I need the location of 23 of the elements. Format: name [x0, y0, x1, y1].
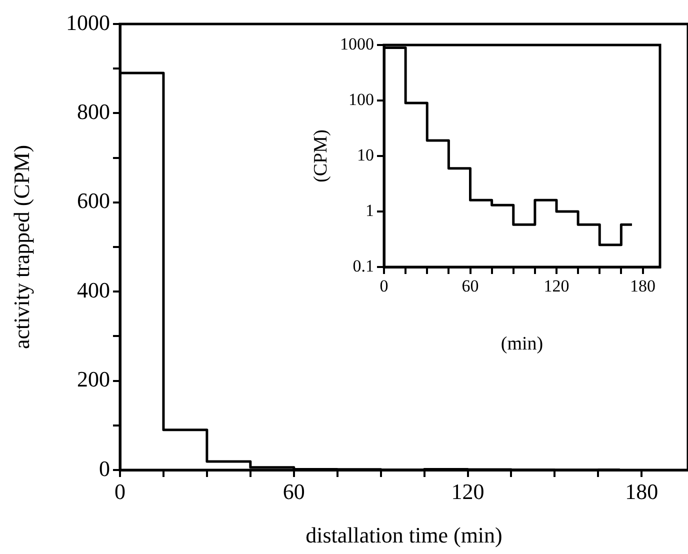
y-tick-label: 100	[348, 90, 374, 109]
x-tick-label: 60	[282, 478, 305, 504]
x-tick-label: 120	[451, 478, 484, 504]
x-tick-label: 180	[625, 478, 658, 504]
y-tick-label: 1	[366, 200, 374, 220]
x-tick-label: 120	[544, 276, 570, 296]
x-tick-label: 180	[630, 276, 656, 296]
x-tick-label: 0	[380, 276, 388, 296]
y-tick-label: 800	[77, 98, 110, 124]
x-tick-label: 60	[462, 276, 479, 296]
y-tick-label: 1000	[340, 34, 374, 54]
y-tick-label: 0.1	[352, 256, 374, 276]
x-axis-title: (min)	[500, 334, 544, 355]
x-axis-title: distallation time (min)	[306, 522, 502, 548]
y-axis-title: (CPM)	[310, 130, 332, 182]
y-tick-label: 600	[77, 188, 110, 214]
x-tick-label: 0	[114, 478, 126, 504]
y-tick-label: 200	[77, 366, 110, 392]
y-tick-label: 1000	[66, 10, 110, 35]
y-tick-label: 0	[99, 456, 110, 481]
y-tick-label: 10	[357, 145, 374, 164]
y-axis-title: activity trapped (CPM)	[8, 144, 34, 350]
y-tick-label: 400	[77, 277, 110, 302]
